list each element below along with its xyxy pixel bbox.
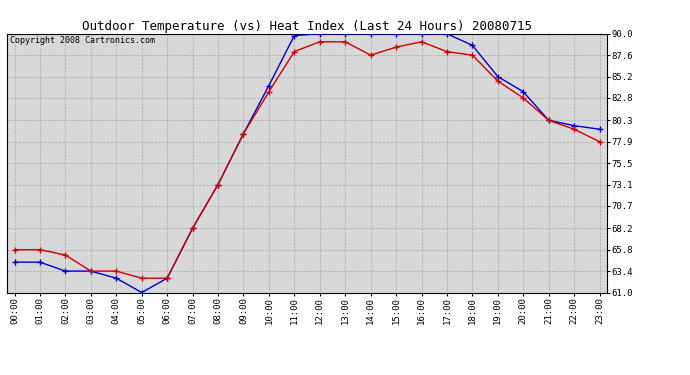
Title: Outdoor Temperature (vs) Heat Index (Last 24 Hours) 20080715: Outdoor Temperature (vs) Heat Index (Las… bbox=[82, 20, 532, 33]
Text: Copyright 2008 Cartronics.com: Copyright 2008 Cartronics.com bbox=[10, 36, 155, 45]
